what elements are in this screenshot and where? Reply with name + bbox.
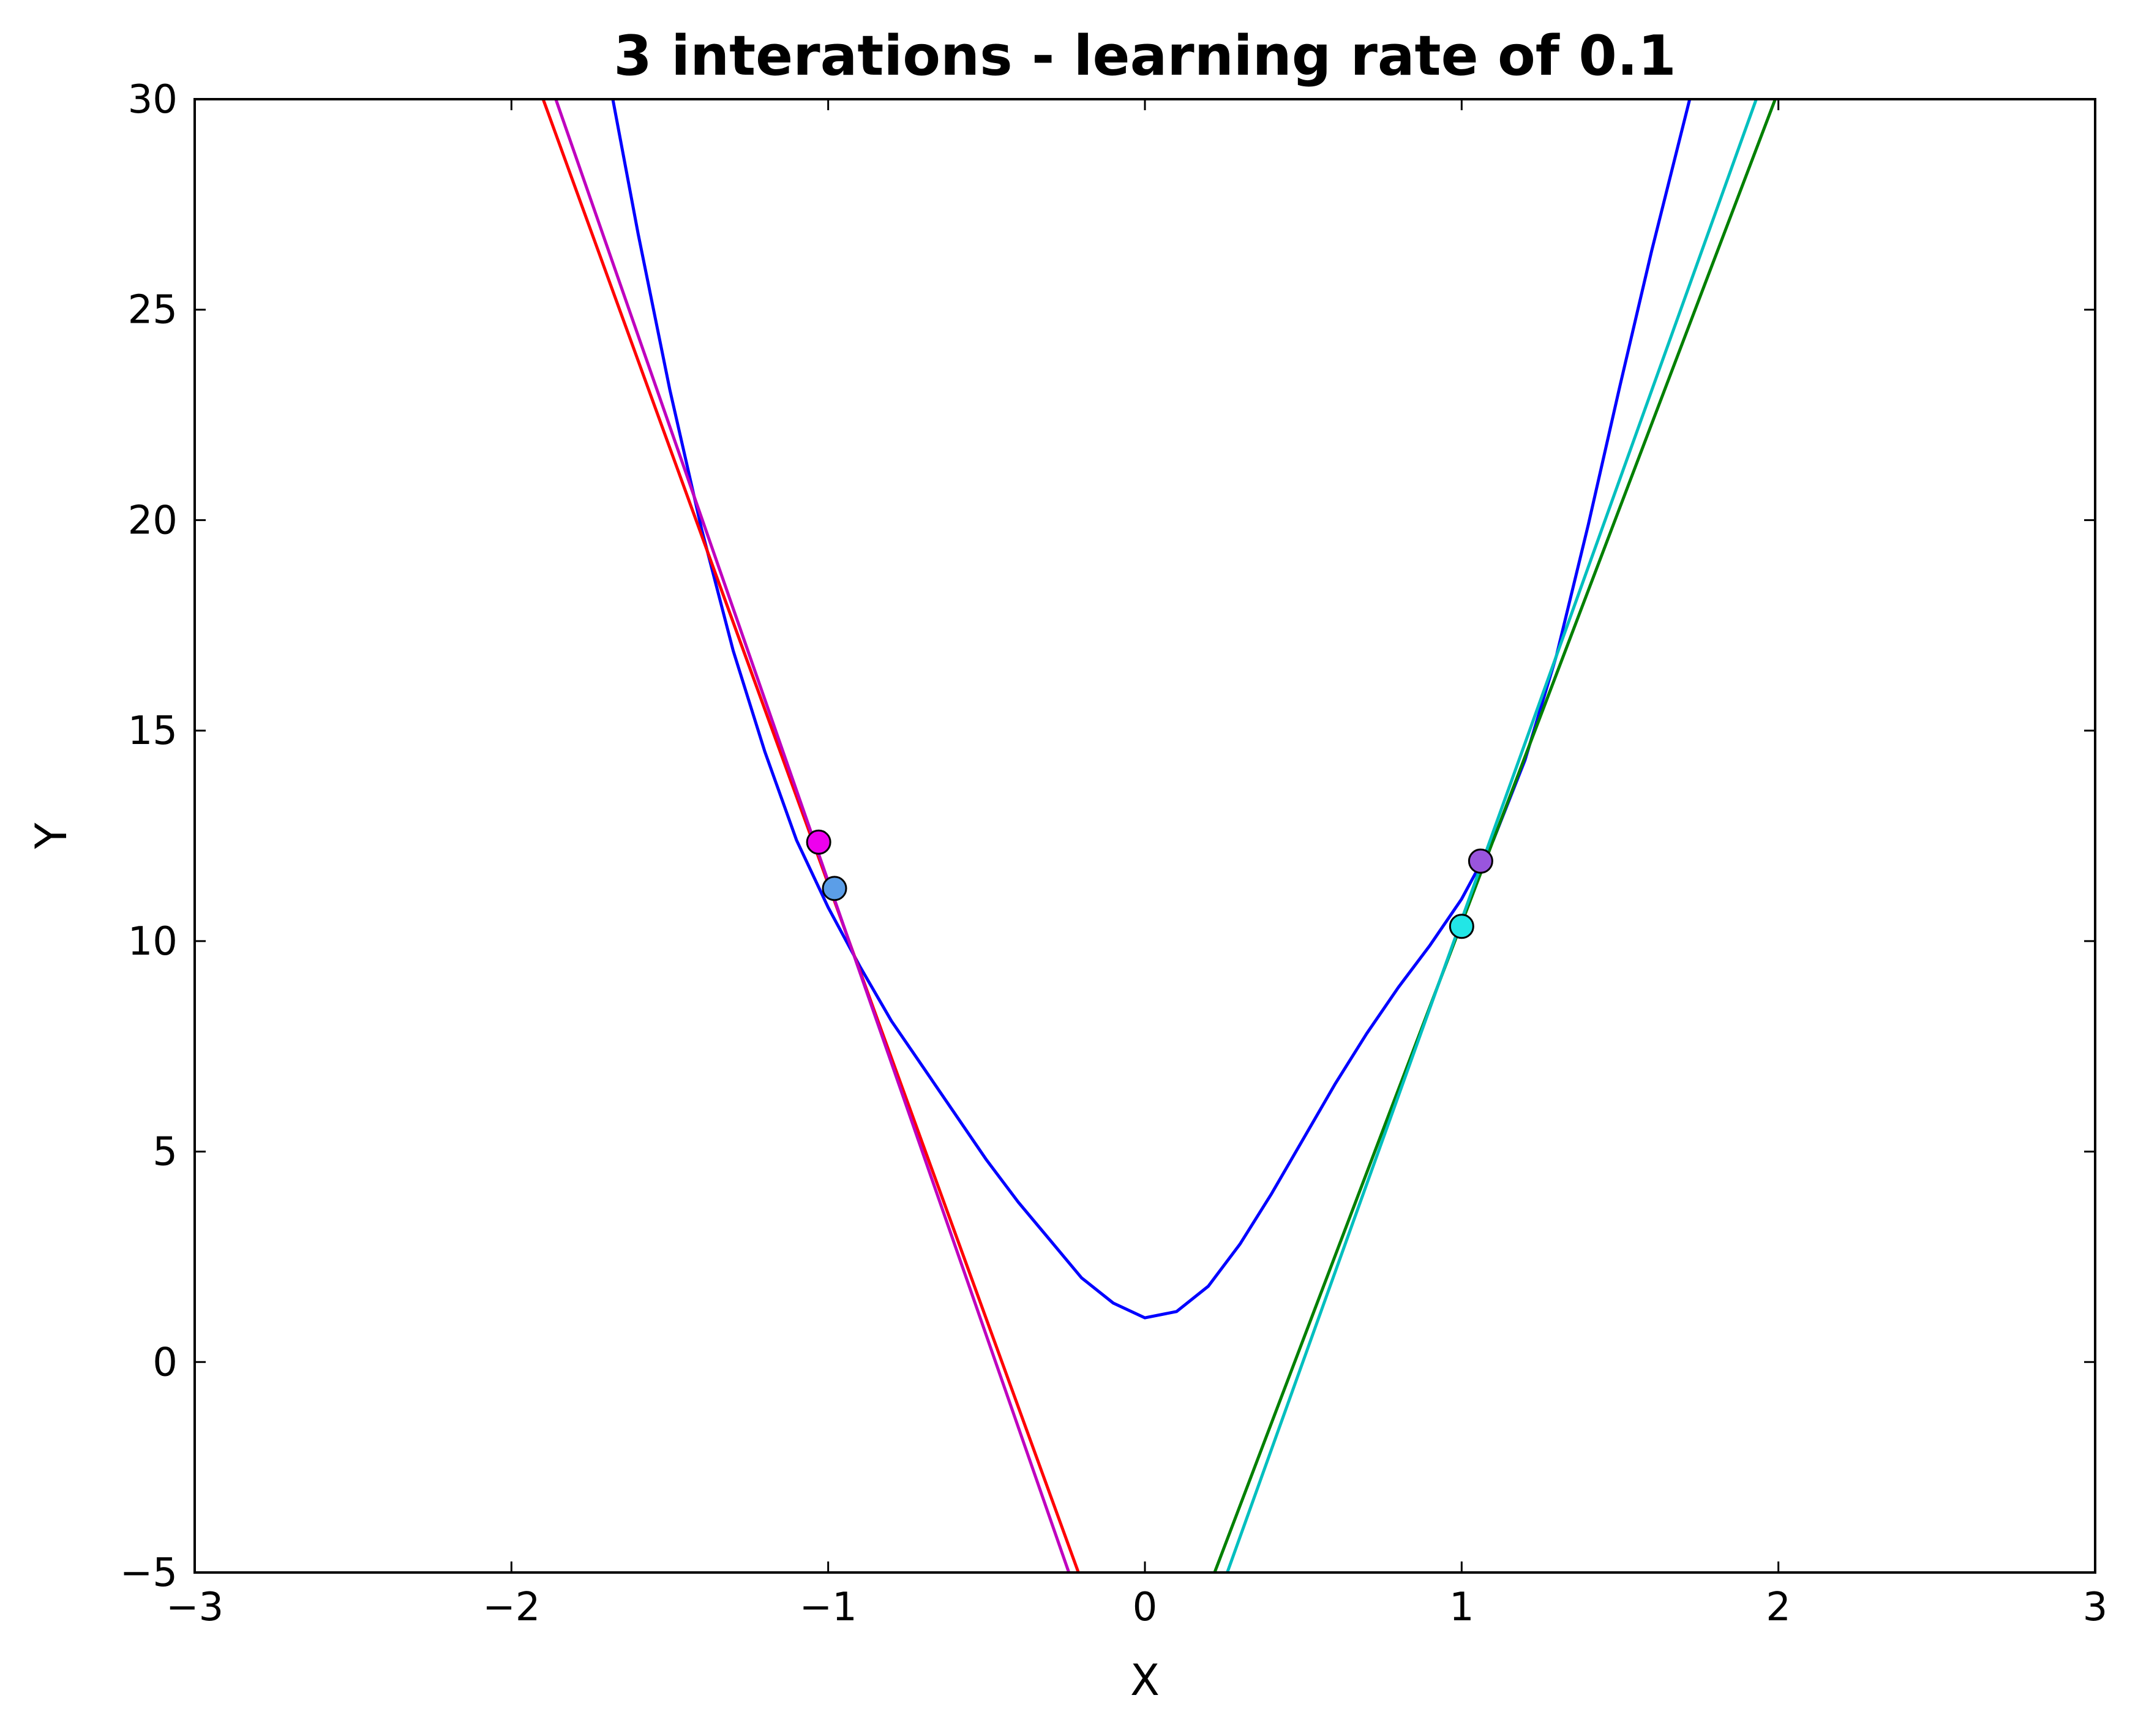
iteration-point-1 [806, 829, 831, 855]
plot-frame [193, 98, 2096, 1574]
x-tick-label: −3 [166, 1585, 223, 1630]
x-tick-label: 2 [1766, 1585, 1791, 1630]
y-tick-label: −5 [120, 1550, 178, 1596]
y-tick-label: 5 [152, 1130, 178, 1175]
y-tick-label: 30 [128, 77, 178, 122]
tangent-line-3 [1213, 99, 1777, 1573]
iteration-point-3 [1468, 848, 1493, 874]
x-axis-label: X [1130, 1655, 1160, 1705]
point-layer [806, 829, 1493, 939]
y-tick-label: 25 [128, 288, 178, 333]
tick-layer: −3 −2 −1 0 1 2 3 −5 0 5 10 15 20 25 30 [120, 77, 2108, 1630]
chart-title: 3 interations - learning rate of 0.1 [613, 24, 1676, 88]
function-curve [611, 99, 1692, 1320]
y-axis-label: Y [26, 822, 77, 849]
plot-area [541, 99, 1777, 1573]
iteration-point-2 [822, 876, 847, 901]
x-tick-label: 3 [2083, 1585, 2108, 1630]
x-tick-label: −1 [799, 1585, 857, 1630]
tangent-line-4 [1226, 99, 1758, 1573]
y-tick-label: 0 [152, 1340, 178, 1385]
y-tick-label: 20 [128, 498, 178, 543]
x-tick-label: −2 [482, 1585, 540, 1630]
y-tick-label: 10 [128, 919, 178, 964]
x-tick-label: 0 [1133, 1585, 1158, 1630]
iteration-point-4 [1449, 914, 1474, 939]
x-tick-label: 1 [1449, 1585, 1474, 1630]
y-tick-label: 15 [128, 708, 178, 754]
